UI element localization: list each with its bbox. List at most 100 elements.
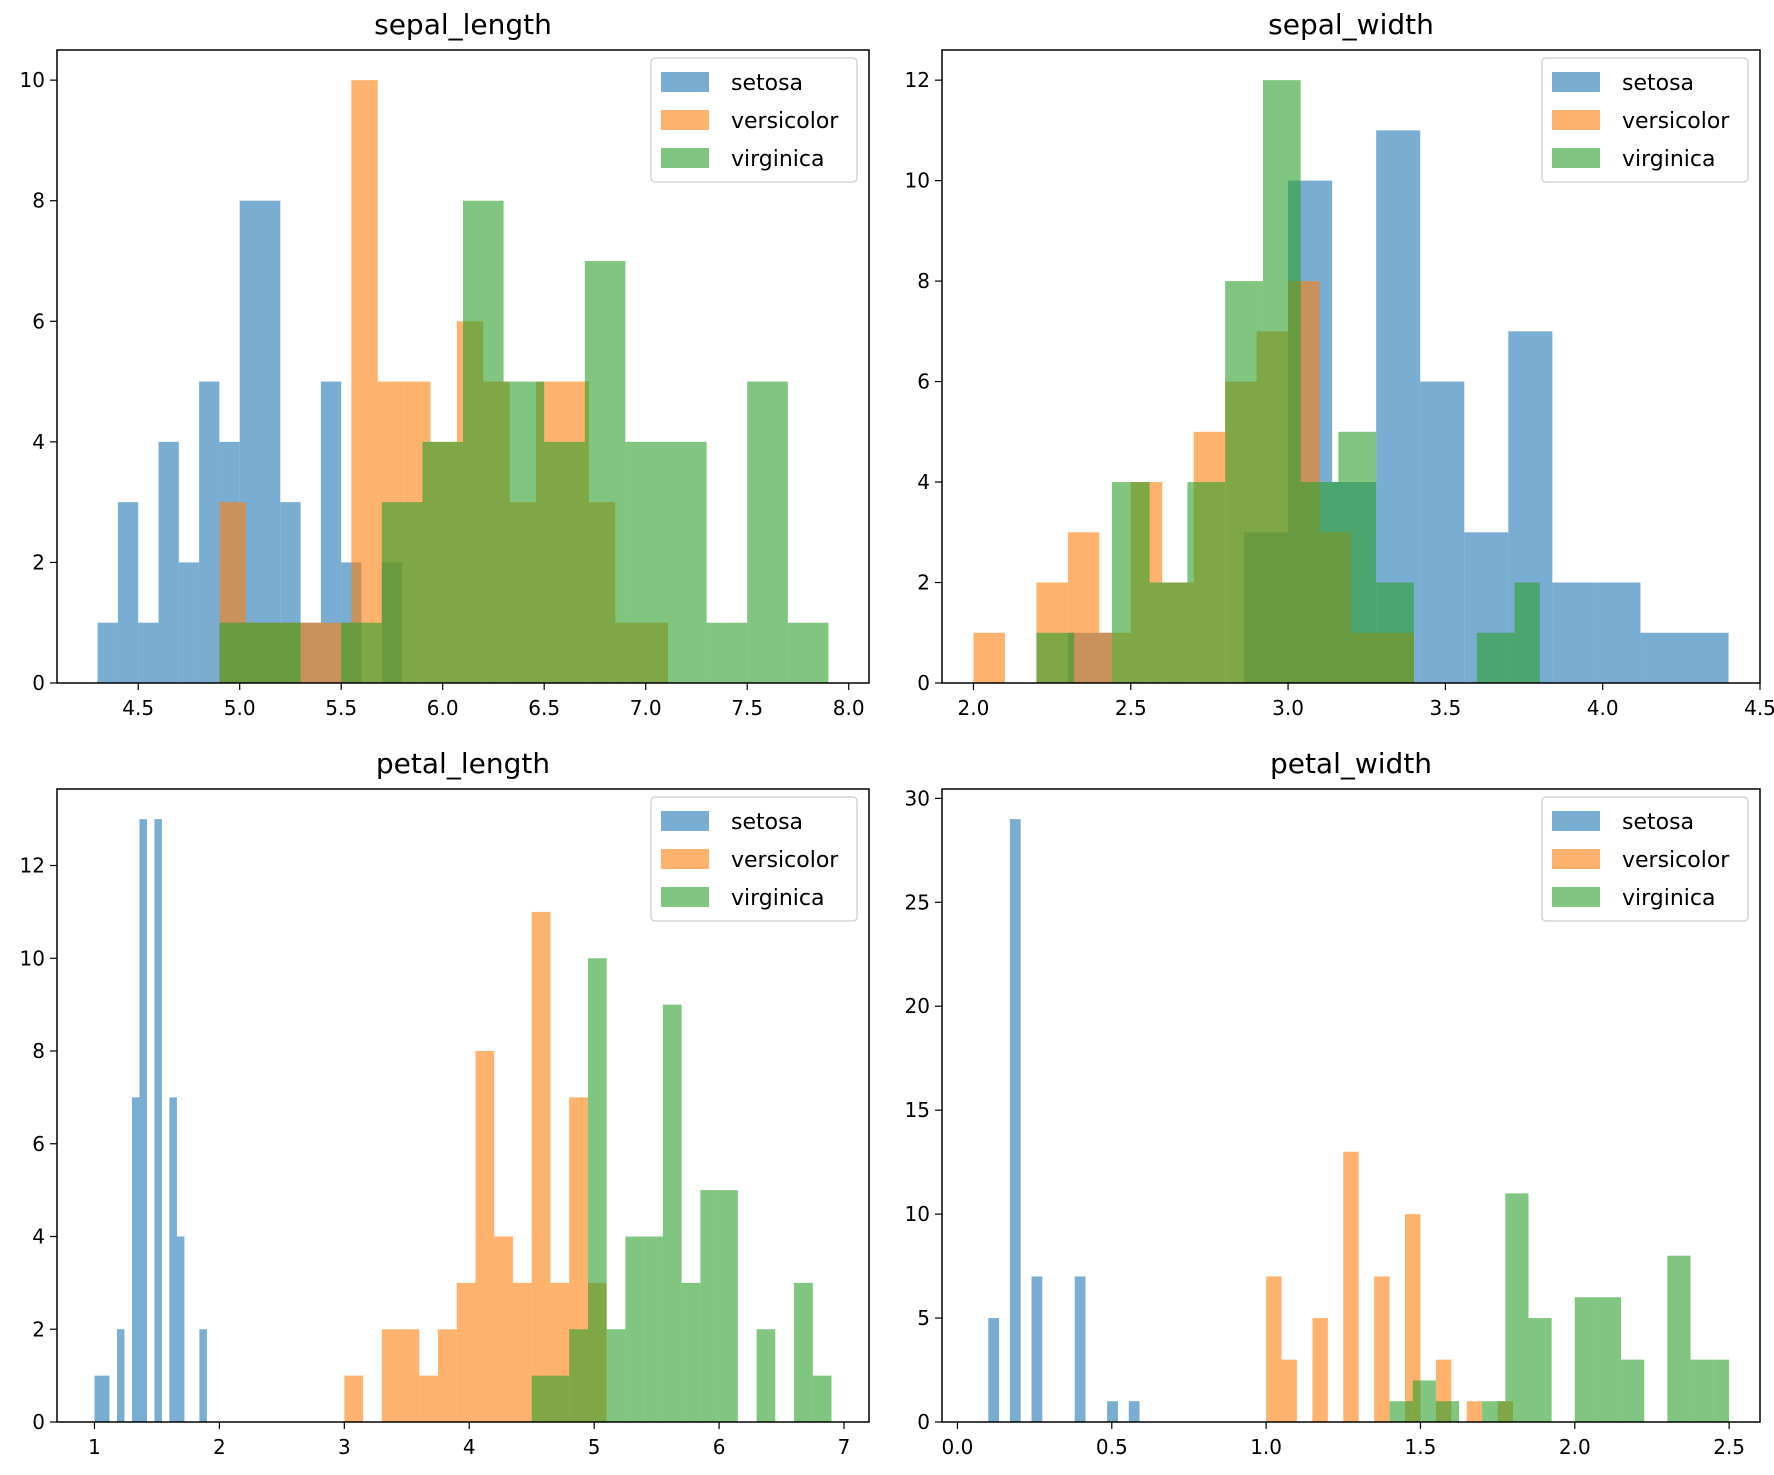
bar-virginica-9 xyxy=(1476,632,1515,683)
bar-virginica-2 xyxy=(569,1329,588,1422)
bar-virginica-1 xyxy=(260,622,301,683)
bar-virginica-4 xyxy=(1505,1193,1529,1422)
bar-virginica-8 xyxy=(681,1282,701,1422)
x-tick-label: 1 xyxy=(88,1435,101,1459)
bar-versicolor-5 xyxy=(351,80,378,683)
x-tick-label: 3 xyxy=(338,1435,351,1459)
legend-swatch-versicolor xyxy=(661,849,709,869)
x-tick-label: 2.0 xyxy=(1559,1435,1591,1459)
x-tick-label: 3.5 xyxy=(1429,696,1461,720)
legend-swatch-setosa xyxy=(1552,72,1600,92)
x-tick-label: 0.0 xyxy=(942,1435,974,1459)
bar-versicolor-1 xyxy=(381,1329,401,1422)
bar-virginica-1 xyxy=(1111,482,1150,683)
bar-setosa-6 xyxy=(169,1097,177,1422)
bar-setosa-1 xyxy=(1009,819,1021,1422)
bar-versicolor-5 xyxy=(1405,1214,1421,1422)
bar-versicolor-0 xyxy=(973,632,1005,683)
y-tick-label: 6 xyxy=(917,370,930,394)
bar-versicolor-4 xyxy=(1374,1276,1390,1422)
bar-virginica-11 xyxy=(1667,1255,1691,1422)
bar-virginica-0 xyxy=(531,1375,551,1422)
y-tick-label: 10 xyxy=(905,1202,930,1226)
y-tick-label: 4 xyxy=(32,430,45,454)
panel-petal-length: 1 2 3 4 5 6 7024681012petal_lengthsetosaversic… xyxy=(20,747,870,1459)
bar-virginica-4 xyxy=(606,1329,626,1422)
y-tick-label: 5 xyxy=(917,1306,930,1330)
x-tick-label: 7.5 xyxy=(731,696,763,720)
bar-virginica-5 xyxy=(625,1236,645,1422)
x-tick-label: 0.5 xyxy=(1096,1435,1128,1459)
legend-swatch-virginica xyxy=(1552,148,1600,168)
y-tick-label: 4 xyxy=(32,1225,45,1249)
bar-versicolor-3 xyxy=(1343,1151,1359,1422)
x-tick-label: 1.5 xyxy=(1405,1435,1437,1459)
y-tick-label: 6 xyxy=(32,309,45,333)
bar-virginica-2 xyxy=(1149,582,1188,683)
bar-virginica-12 xyxy=(747,381,788,683)
x-tick-label: 4.5 xyxy=(122,696,154,720)
bar-virginica-12 xyxy=(794,1282,813,1422)
legend-swatch-virginica xyxy=(1552,887,1600,907)
bar-virginica-6 xyxy=(1300,482,1339,683)
x-tick-label: 2.5 xyxy=(1115,696,1147,720)
x-tick-label: 4.5 xyxy=(1744,696,1774,720)
y-tick-label: 15 xyxy=(905,1098,930,1122)
x-tick-label: 7.0 xyxy=(630,696,662,720)
bar-setosa-3 xyxy=(158,441,179,683)
y-tick-label: 8 xyxy=(917,269,930,293)
bar-virginica-7 xyxy=(1574,1297,1598,1422)
x-tick-label: 2.0 xyxy=(958,696,990,720)
bar-versicolor-4 xyxy=(438,1329,457,1422)
bar-versicolor-0 xyxy=(344,1375,364,1422)
x-tick-label: 1.0 xyxy=(1250,1435,1282,1459)
y-tick-label: 0 xyxy=(917,671,930,695)
bar-versicolor-7 xyxy=(494,1236,513,1422)
legend: setosa versicolor virginica xyxy=(650,57,858,183)
bar-setosa-8 xyxy=(1552,582,1597,683)
bar-setosa-7 xyxy=(176,1236,185,1422)
legend-label-virginica: virginica xyxy=(1622,886,1716,911)
y-tick-label: 2 xyxy=(32,1317,45,1341)
x-tick-label: 2.5 xyxy=(1713,1435,1745,1459)
legend-label-versicolor: versicolor xyxy=(1622,848,1730,873)
legend-label-setosa: setosa xyxy=(731,810,803,835)
y-tick-label: 0 xyxy=(32,671,45,695)
bar-virginica-1 xyxy=(550,1375,570,1422)
bar-setosa-8 xyxy=(260,200,281,683)
legend-label-setosa: setosa xyxy=(1622,71,1694,96)
bar-virginica-12 xyxy=(1690,1359,1714,1422)
bar-virginica-5 xyxy=(1528,1318,1552,1422)
chart-title: sepal_width xyxy=(1268,8,1434,41)
y-tick-label: 8 xyxy=(32,1039,45,1063)
y-tick-label: 0 xyxy=(917,1410,930,1434)
legend-label-versicolor: versicolor xyxy=(731,109,839,134)
chart-title: petal_width xyxy=(1270,747,1432,780)
bar-setosa-5 xyxy=(199,381,220,683)
y-tick-label: 12 xyxy=(20,854,45,878)
bar-virginica-0 xyxy=(1036,632,1075,683)
panel-sepal-width: 2.0 2.5 3.0 3.5 4.0 4.5 0 2 4 6 8 10 12 sepal_widthse… xyxy=(905,8,1774,720)
bar-virginica-4 xyxy=(422,441,463,683)
bar-versicolor-8 xyxy=(512,1282,532,1422)
legend: setosa versicolor virginica xyxy=(650,796,858,922)
y-tick-label: 10 xyxy=(905,169,930,193)
bar-virginica-13 xyxy=(812,1375,832,1422)
legend-label-setosa: setosa xyxy=(1622,810,1694,835)
y-tick-label: 0 xyxy=(32,1410,45,1434)
bar-virginica-11 xyxy=(706,622,748,683)
bar-setosa-0 xyxy=(97,622,118,683)
bar-setosa-1 xyxy=(117,502,139,683)
legend-label-virginica: virginica xyxy=(731,147,825,172)
bar-versicolor-5 xyxy=(456,1282,476,1422)
bar-virginica-1 xyxy=(1412,1380,1436,1422)
axes-frame xyxy=(56,788,870,1423)
bar-setosa-10 xyxy=(1640,632,1685,683)
legend-label-virginica: virginica xyxy=(1622,147,1716,172)
bar-virginica-9 xyxy=(1621,1359,1645,1422)
bar-virginica-3 xyxy=(1187,482,1226,683)
bar-setosa-3 xyxy=(1074,1276,1086,1422)
bar-virginica-7 xyxy=(662,1004,682,1422)
bar-virginica-13 xyxy=(1713,1359,1730,1422)
